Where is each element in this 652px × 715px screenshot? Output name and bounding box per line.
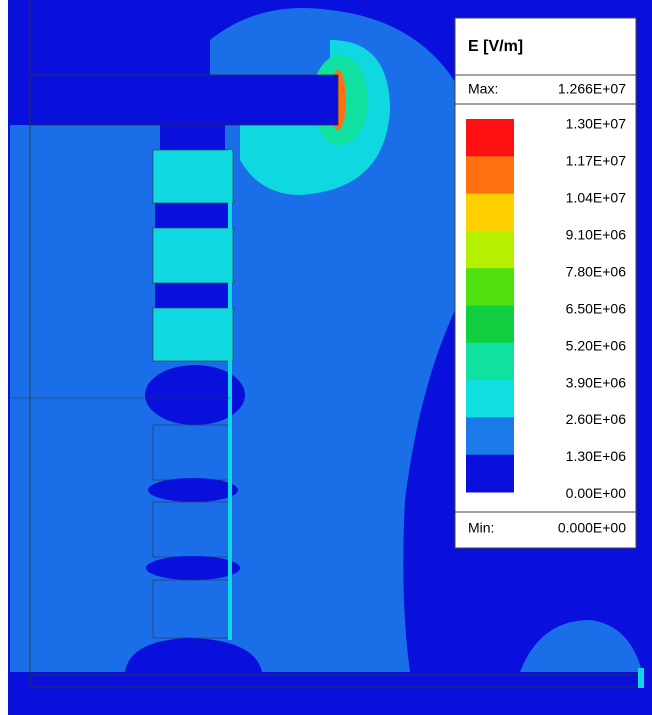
level-label: 1.30E+06 — [566, 448, 627, 464]
level-label: 7.80E+06 — [566, 263, 627, 279]
color-band — [466, 380, 514, 418]
level-label: 1.04E+07 — [566, 190, 627, 206]
layer — [152, 501, 232, 558]
color-band — [466, 268, 514, 306]
layer — [160, 125, 225, 150]
top-electrode — [29, 74, 339, 126]
min-value: 0.000E+00 — [558, 520, 626, 536]
legend-title: E [V/m] — [468, 38, 523, 55]
level-label: 9.10E+06 — [566, 227, 627, 243]
color-band — [466, 193, 514, 232]
medium-field-region — [520, 620, 642, 672]
layer — [152, 149, 234, 204]
level-label: 1.17E+07 — [566, 153, 627, 169]
color-band — [466, 454, 514, 493]
color-band — [466, 119, 514, 157]
layer — [152, 227, 234, 284]
layer — [145, 365, 245, 425]
edge — [228, 150, 232, 640]
bottom-electrode — [29, 674, 643, 688]
level-label: 1.30E+07 — [566, 116, 627, 132]
level-label: 5.20E+06 — [566, 337, 627, 353]
layer — [146, 556, 240, 580]
color-band — [466, 342, 514, 381]
level-label: 0.00E+00 — [566, 485, 627, 501]
layer — [152, 424, 232, 481]
legend: E [V/m] Max: 1.266E+07 Min: 0.000E+00 1.… — [454, 17, 637, 549]
layer — [155, 203, 230, 228]
min-label: Min: — [468, 520, 494, 536]
level-label: 6.50E+06 — [566, 300, 627, 316]
layer — [148, 478, 238, 502]
color-band — [466, 156, 514, 195]
level-label: 2.60E+06 — [566, 411, 627, 427]
edge — [638, 668, 644, 688]
layer — [152, 307, 234, 362]
level-label: 3.90E+06 — [566, 374, 627, 390]
stack — [125, 125, 262, 672]
layer — [155, 283, 230, 308]
max-value: 1.266E+07 — [558, 81, 626, 97]
color-band — [466, 417, 514, 456]
layer — [152, 579, 232, 639]
max-label: Max: — [468, 81, 498, 97]
color-band — [466, 230, 514, 269]
layer — [125, 638, 262, 672]
color-band — [466, 305, 514, 344]
